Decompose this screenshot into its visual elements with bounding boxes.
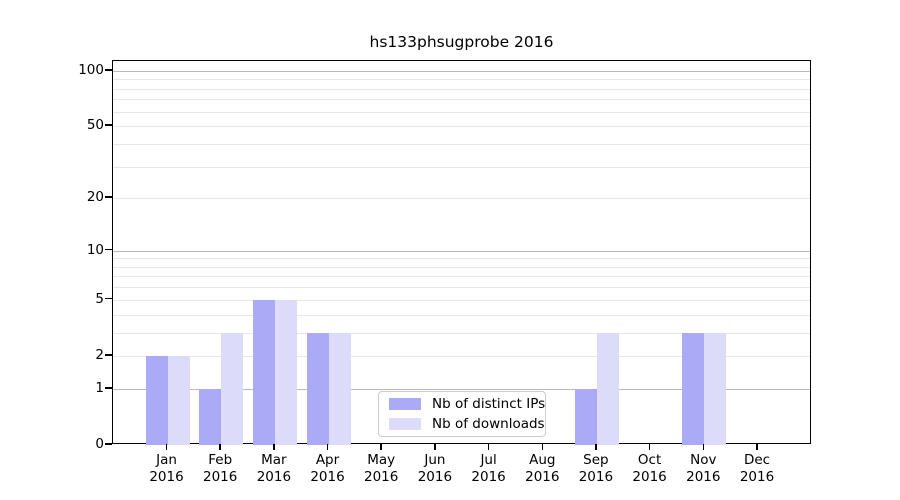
gridline-y-2: [113, 355, 810, 357]
x-tick-label-oct-2016: Oct 2016: [632, 452, 667, 485]
gridline-y-80: [113, 88, 810, 90]
x-tick-mark-may-2016: [380, 444, 382, 450]
y-tick-label-100: 100: [78, 61, 104, 78]
y-tick-label-20: 20: [86, 189, 104, 206]
bar-nb-of-distinct-ips-apr-2016: [306, 332, 329, 445]
x-tick-label-nov-2016: Nov 2016: [686, 452, 721, 485]
gridline-y-9: [113, 258, 810, 260]
bar-nb-of-distinct-ips-mar-2016: [252, 299, 275, 445]
gridline-y-6: [113, 287, 810, 289]
bar-nb-of-distinct-ips-nov-2016: [682, 332, 705, 445]
gridline-y-60: [113, 111, 810, 113]
gridline-y-30: [113, 166, 810, 168]
x-tick-label-dec-2016: Dec 2016: [739, 452, 775, 485]
gridline-y-8: [113, 266, 810, 268]
gridline-y-4: [113, 314, 810, 316]
legend-swatch-distinct-ips-icon: [389, 398, 421, 410]
y-tick-mark-50: [105, 124, 112, 126]
y-tick-label-0: 0: [95, 436, 104, 452]
y-tick-label-5: 5: [95, 290, 104, 307]
y-tick-label-50: 50: [86, 117, 104, 134]
bar-nb-of-distinct-ips-sep-2016: [574, 388, 597, 445]
legend: Nb of distinct IPs Nb of downloads: [378, 391, 546, 437]
bar-nb-of-downloads-mar-2016: [274, 299, 297, 445]
legend-entry-downloads: Nb of downloads: [389, 416, 545, 432]
y-tick-mark-100: [105, 69, 112, 71]
gridline-y-70: [113, 99, 810, 101]
y-tick-mark-0: [105, 443, 112, 445]
x-tick-label-aug-2016: Aug 2016: [525, 452, 560, 485]
bar-nb-of-downloads-jan-2016: [167, 355, 190, 445]
y-tick-mark-20: [105, 196, 112, 198]
bar-nb-of-downloads-sep-2016: [596, 332, 619, 445]
y-tick-label-1: 1: [95, 379, 104, 396]
x-tick-label-sep-2016: Sep 2016: [578, 452, 614, 485]
bar-nb-of-distinct-ips-feb-2016: [199, 388, 222, 445]
x-tick-mark-jun-2016: [434, 444, 436, 450]
x-tick-mark-mar-2016: [273, 444, 275, 450]
gridline-y-10: [113, 250, 810, 252]
x-tick-mark-sep-2016: [595, 444, 597, 450]
x-tick-label-jun-2016: Jun 2016: [417, 452, 453, 485]
legend-swatch-downloads-icon: [389, 418, 421, 430]
bar-nb-of-distinct-ips-jan-2016: [145, 355, 168, 445]
x-tick-label-jan-2016: Jan 2016: [149, 452, 184, 485]
bar-nb-of-downloads-apr-2016: [328, 332, 351, 445]
x-tick-label-jul-2016: Jul 2016: [471, 452, 506, 485]
gridline-y-5: [113, 299, 810, 301]
gridline-y-100: [113, 70, 810, 72]
plot-area: [112, 60, 811, 445]
gridline-y-1: [113, 388, 810, 390]
x-tick-mark-oct-2016: [648, 444, 651, 450]
y-tick-label-2: 2: [95, 346, 104, 363]
y-tick-mark-5: [105, 297, 112, 300]
y-tick-mark-2: [105, 354, 112, 356]
chart-title: hs133phsugprobe 2016: [369, 33, 554, 51]
gridline-y-40: [113, 143, 810, 145]
gridline-y-50: [113, 126, 810, 128]
x-tick-label-may-2016: May 2016: [364, 452, 399, 485]
legend-label-distinct-ips: Nb of distinct IPs: [432, 396, 546, 412]
legend-label-downloads: Nb of downloads: [432, 416, 545, 432]
x-tick-mark-jul-2016: [487, 444, 490, 450]
legend-entry-distinct-ips: Nb of distinct IPs: [389, 396, 545, 412]
x-tick-label-feb-2016: Feb 2016: [203, 452, 238, 485]
gridline-y-20: [113, 198, 810, 200]
gridline-y-90: [113, 79, 810, 81]
x-tick-label-mar-2016: Mar 2016: [256, 452, 292, 485]
gridline-y-7: [113, 276, 810, 278]
gridline-y-3: [113, 332, 810, 334]
x-tick-mark-feb-2016: [219, 444, 221, 450]
x-tick-mark-jan-2016: [165, 444, 168, 450]
bar-nb-of-downloads-nov-2016: [704, 332, 727, 445]
bar-nb-of-downloads-feb-2016: [221, 332, 244, 445]
y-tick-mark-1: [105, 387, 112, 389]
y-tick-label-10: 10: [86, 241, 104, 258]
x-tick-mark-nov-2016: [702, 444, 705, 450]
y-tick-mark-10: [105, 248, 112, 251]
x-tick-mark-apr-2016: [326, 444, 329, 450]
x-tick-mark-dec-2016: [756, 444, 758, 450]
x-tick-label-apr-2016: Apr 2016: [310, 452, 345, 485]
x-tick-mark-aug-2016: [541, 444, 544, 450]
